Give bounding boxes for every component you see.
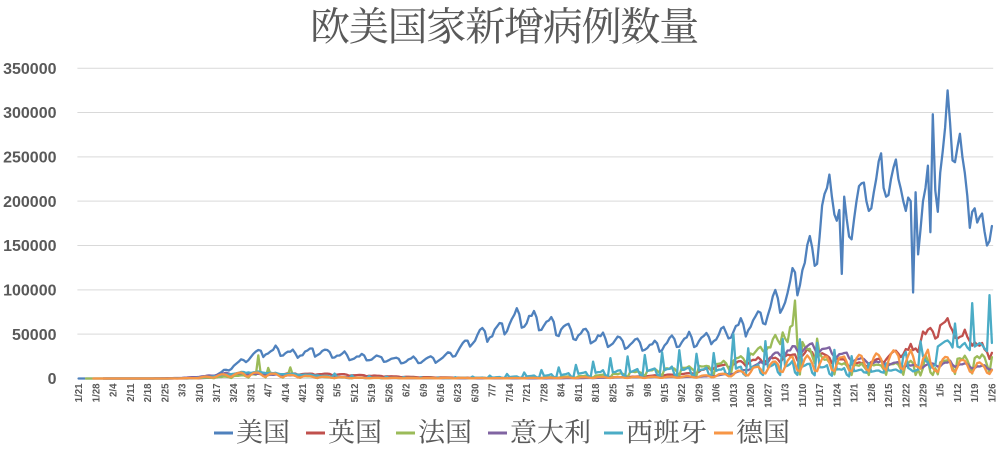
svg-text:100000: 100000 bbox=[3, 282, 56, 299]
svg-text:5/19: 5/19 bbox=[367, 383, 378, 402]
svg-text:200000: 200000 bbox=[3, 194, 56, 211]
svg-text:2/11: 2/11 bbox=[126, 383, 137, 402]
svg-text:300000: 300000 bbox=[3, 105, 56, 122]
svg-text:350000: 350000 bbox=[3, 61, 56, 78]
svg-text:1/12: 1/12 bbox=[953, 384, 964, 403]
svg-text:10/20: 10/20 bbox=[746, 384, 757, 408]
svg-text:10/13: 10/13 bbox=[729, 383, 740, 408]
svg-text:2/18: 2/18 bbox=[143, 383, 154, 402]
svg-text:1/21: 1/21 bbox=[74, 383, 85, 402]
svg-text:2/25: 2/25 bbox=[160, 383, 171, 402]
svg-text:7/28: 7/28 bbox=[539, 383, 550, 402]
svg-text:9/22: 9/22 bbox=[677, 384, 688, 403]
svg-text:12/22: 12/22 bbox=[901, 384, 912, 408]
svg-text:6/2: 6/2 bbox=[402, 384, 413, 397]
svg-text:250000: 250000 bbox=[3, 149, 56, 166]
svg-text:11/3: 11/3 bbox=[781, 383, 792, 402]
svg-text:9/1: 9/1 bbox=[626, 383, 637, 397]
svg-text:12/29: 12/29 bbox=[919, 383, 930, 408]
svg-text:1/28: 1/28 bbox=[91, 383, 102, 402]
svg-text:12/1: 12/1 bbox=[850, 383, 861, 402]
svg-text:5/12: 5/12 bbox=[350, 384, 361, 403]
svg-text:0: 0 bbox=[48, 371, 57, 388]
svg-text:9/15: 9/15 bbox=[660, 383, 671, 402]
svg-text:10/6: 10/6 bbox=[712, 383, 723, 402]
svg-text:9/29: 9/29 bbox=[695, 383, 706, 402]
svg-text:3/31: 3/31 bbox=[246, 383, 257, 402]
svg-text:11/24: 11/24 bbox=[832, 383, 843, 407]
svg-text:50000: 50000 bbox=[12, 327, 57, 344]
svg-text:150000: 150000 bbox=[3, 238, 56, 255]
svg-text:1/19: 1/19 bbox=[970, 383, 981, 402]
svg-text:12/8: 12/8 bbox=[867, 383, 878, 402]
svg-text:6/30: 6/30 bbox=[471, 384, 482, 403]
svg-text:2/4: 2/4 bbox=[109, 383, 120, 397]
svg-text:12/15: 12/15 bbox=[884, 383, 895, 408]
svg-text:8/11: 8/11 bbox=[574, 383, 585, 402]
svg-text:8/25: 8/25 bbox=[608, 383, 619, 402]
svg-text:7/7: 7/7 bbox=[488, 384, 499, 397]
svg-text:6/23: 6/23 bbox=[453, 383, 464, 402]
svg-text:8/18: 8/18 bbox=[591, 383, 602, 402]
svg-text:3/17: 3/17 bbox=[212, 384, 223, 403]
svg-text:3/3: 3/3 bbox=[178, 383, 189, 397]
svg-text:4/7: 4/7 bbox=[264, 384, 275, 397]
svg-text:6/16: 6/16 bbox=[436, 383, 447, 402]
svg-text:4/21: 4/21 bbox=[298, 383, 309, 402]
svg-text:3/10: 3/10 bbox=[195, 384, 206, 403]
svg-text:4/14: 4/14 bbox=[281, 383, 292, 402]
svg-text:10/27: 10/27 bbox=[763, 384, 774, 408]
svg-text:7/21: 7/21 bbox=[522, 383, 533, 402]
svg-text:4/28: 4/28 bbox=[315, 383, 326, 402]
svg-text:6/9: 6/9 bbox=[419, 383, 430, 397]
svg-text:1/26: 1/26 bbox=[987, 383, 998, 402]
svg-text:11/10: 11/10 bbox=[798, 384, 809, 408]
svg-text:5/5: 5/5 bbox=[333, 383, 344, 397]
svg-text:11/17: 11/17 bbox=[815, 384, 826, 408]
svg-text:3/24: 3/24 bbox=[229, 383, 240, 402]
svg-text:1/5: 1/5 bbox=[936, 383, 947, 397]
svg-text:8/4: 8/4 bbox=[557, 383, 568, 397]
svg-text:5/26: 5/26 bbox=[384, 383, 395, 402]
svg-text:7/14: 7/14 bbox=[505, 383, 516, 402]
svg-text:9/8: 9/8 bbox=[643, 383, 654, 397]
